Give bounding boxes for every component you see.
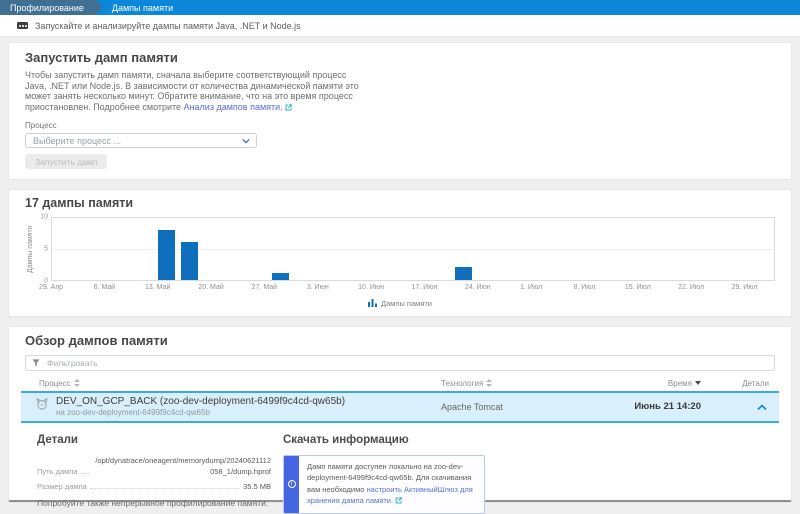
details-heading: Детали — [37, 434, 271, 446]
row-detail-panel: Детали Путь дампа /opt/dynatrace/oneagen… — [9, 423, 791, 502]
chart-bar[interactable] — [158, 230, 175, 280]
memory-icon — [17, 22, 28, 29]
x-tick-label: 3. Июн — [307, 284, 329, 291]
chart-legend[interactable]: Дампы памяти — [25, 299, 775, 309]
x-tick-label: 29. Июл — [732, 284, 758, 291]
start-dump-button[interactable]: Запустить дамп — [25, 154, 107, 169]
y-tick-label: 5 — [44, 245, 48, 252]
column-header-technology[interactable]: Технология — [441, 379, 631, 388]
legend-label: Дампы памяти — [381, 299, 432, 308]
external-link-icon — [285, 103, 292, 114]
external-link-icon — [395, 496, 402, 508]
start-dump-title: Запустить дамп памяти — [25, 50, 775, 65]
dump-path-label: Путь дампа — [37, 467, 78, 477]
bar-chart-icon — [368, 299, 377, 309]
process-name: DEV_ON_GCP_BACK (zoo-dev-deployment-6499… — [56, 396, 345, 408]
start-dump-card: Запустить дамп памяти Чтобы запустить да… — [8, 42, 792, 180]
time-cell: Июнь 21 14:20 — [631, 401, 701, 412]
sort-icon — [486, 379, 492, 387]
column-header-time[interactable]: Время — [631, 379, 701, 388]
memory-dump-analysis-link[interactable]: Анализ дампов памяти. — [184, 102, 283, 112]
dump-overview-card: Обзор дампов памяти Процесс Технология В… — [8, 326, 792, 503]
banner-text: Запускайте и анализируйте дампы памяти J… — [35, 21, 301, 31]
info-icon: i — [284, 456, 299, 514]
breadcrumb-item-memory-dumps[interactable]: Дампы памяти — [96, 0, 189, 15]
start-dump-description: Чтобы запустить дамп памяти, сначала выб… — [25, 70, 370, 113]
chart-bar[interactable] — [272, 273, 289, 279]
dump-size-row: Размер дампа 35.5 MB — [37, 481, 271, 492]
chart-bar[interactable] — [181, 242, 198, 279]
download-info-box: i Дамп памяти доступен локально на zoo-d… — [283, 455, 485, 514]
page-content: Запустить дамп памяти Чтобы запустить да… — [0, 37, 800, 503]
chevron-up-icon — [757, 398, 767, 416]
breadcrumb: Профилирование Дампы памяти — [0, 0, 800, 15]
process-host: на zoo-dev-deployment-6499f9c4cd-qw65b — [56, 408, 345, 418]
table-row[interactable]: DEV_ON_GCP_BACK (zoo-dev-deployment-6499… — [21, 391, 779, 423]
page-banner: Запускайте и анализируйте дампы памяти J… — [0, 15, 800, 37]
breadcrumb-label: Дампы памяти — [112, 3, 173, 13]
breadcrumb-item-profiling[interactable]: Профилирование — [0, 0, 96, 15]
filter-icon — [32, 354, 40, 372]
details-cell[interactable] — [701, 398, 771, 416]
x-tick-label: 15. Июл — [625, 284, 651, 291]
y-axis-title: Дампы памяти — [25, 217, 36, 281]
x-tick-label: 10. Июн — [358, 284, 384, 291]
memory-profiling-hint: Попробуйте также непрерывное профилирова… — [37, 498, 271, 508]
x-tick-label: 22. Июл — [678, 284, 704, 291]
breadcrumb-label: Профилирование — [10, 3, 84, 13]
process-field-label: Процесс — [25, 121, 775, 130]
sort-icon — [74, 379, 80, 387]
technology-cell: Apache Tomcat — [441, 402, 631, 412]
x-tick-label: 27. Май — [252, 284, 277, 291]
x-tick-label: 29. Апр — [39, 284, 63, 291]
column-header-details: Детали — [701, 379, 771, 388]
x-tick-label: 17. Июн — [412, 284, 438, 291]
x-tick-label: 24. Июн — [465, 284, 491, 291]
column-header-process[interactable]: Процесс — [29, 379, 441, 388]
x-tick-label: 1. Июл — [520, 284, 542, 291]
process-select[interactable]: Выберите процесс ... — [25, 133, 257, 148]
dump-size-label: Размер дампа — [37, 482, 87, 492]
dump-size-value: 35.5 MB — [243, 481, 271, 492]
x-tick-label: 20. Май — [198, 284, 223, 291]
chart-plot-area[interactable] — [51, 217, 775, 281]
chart-bar[interactable] — [455, 267, 472, 279]
filter-input[interactable] — [45, 357, 768, 369]
download-heading: Скачать информацию — [283, 434, 485, 446]
apache-tomcat-icon — [35, 397, 49, 416]
chevron-down-icon — [242, 136, 250, 146]
filter-box[interactable] — [25, 355, 775, 371]
x-tick-label: 6. Май — [94, 284, 116, 291]
y-tick-label: 10 — [40, 213, 48, 220]
chart-title: 17 дампы памяти — [25, 196, 775, 210]
process-select-placeholder: Выберите процесс ... — [33, 136, 121, 146]
x-tick-label: 8. Июл — [573, 284, 595, 291]
x-tick-label: 13. Май — [145, 284, 170, 291]
overview-title: Обзор дампов памяти — [25, 333, 775, 348]
table-header: Процесс Технология Время Детали — [25, 376, 775, 391]
